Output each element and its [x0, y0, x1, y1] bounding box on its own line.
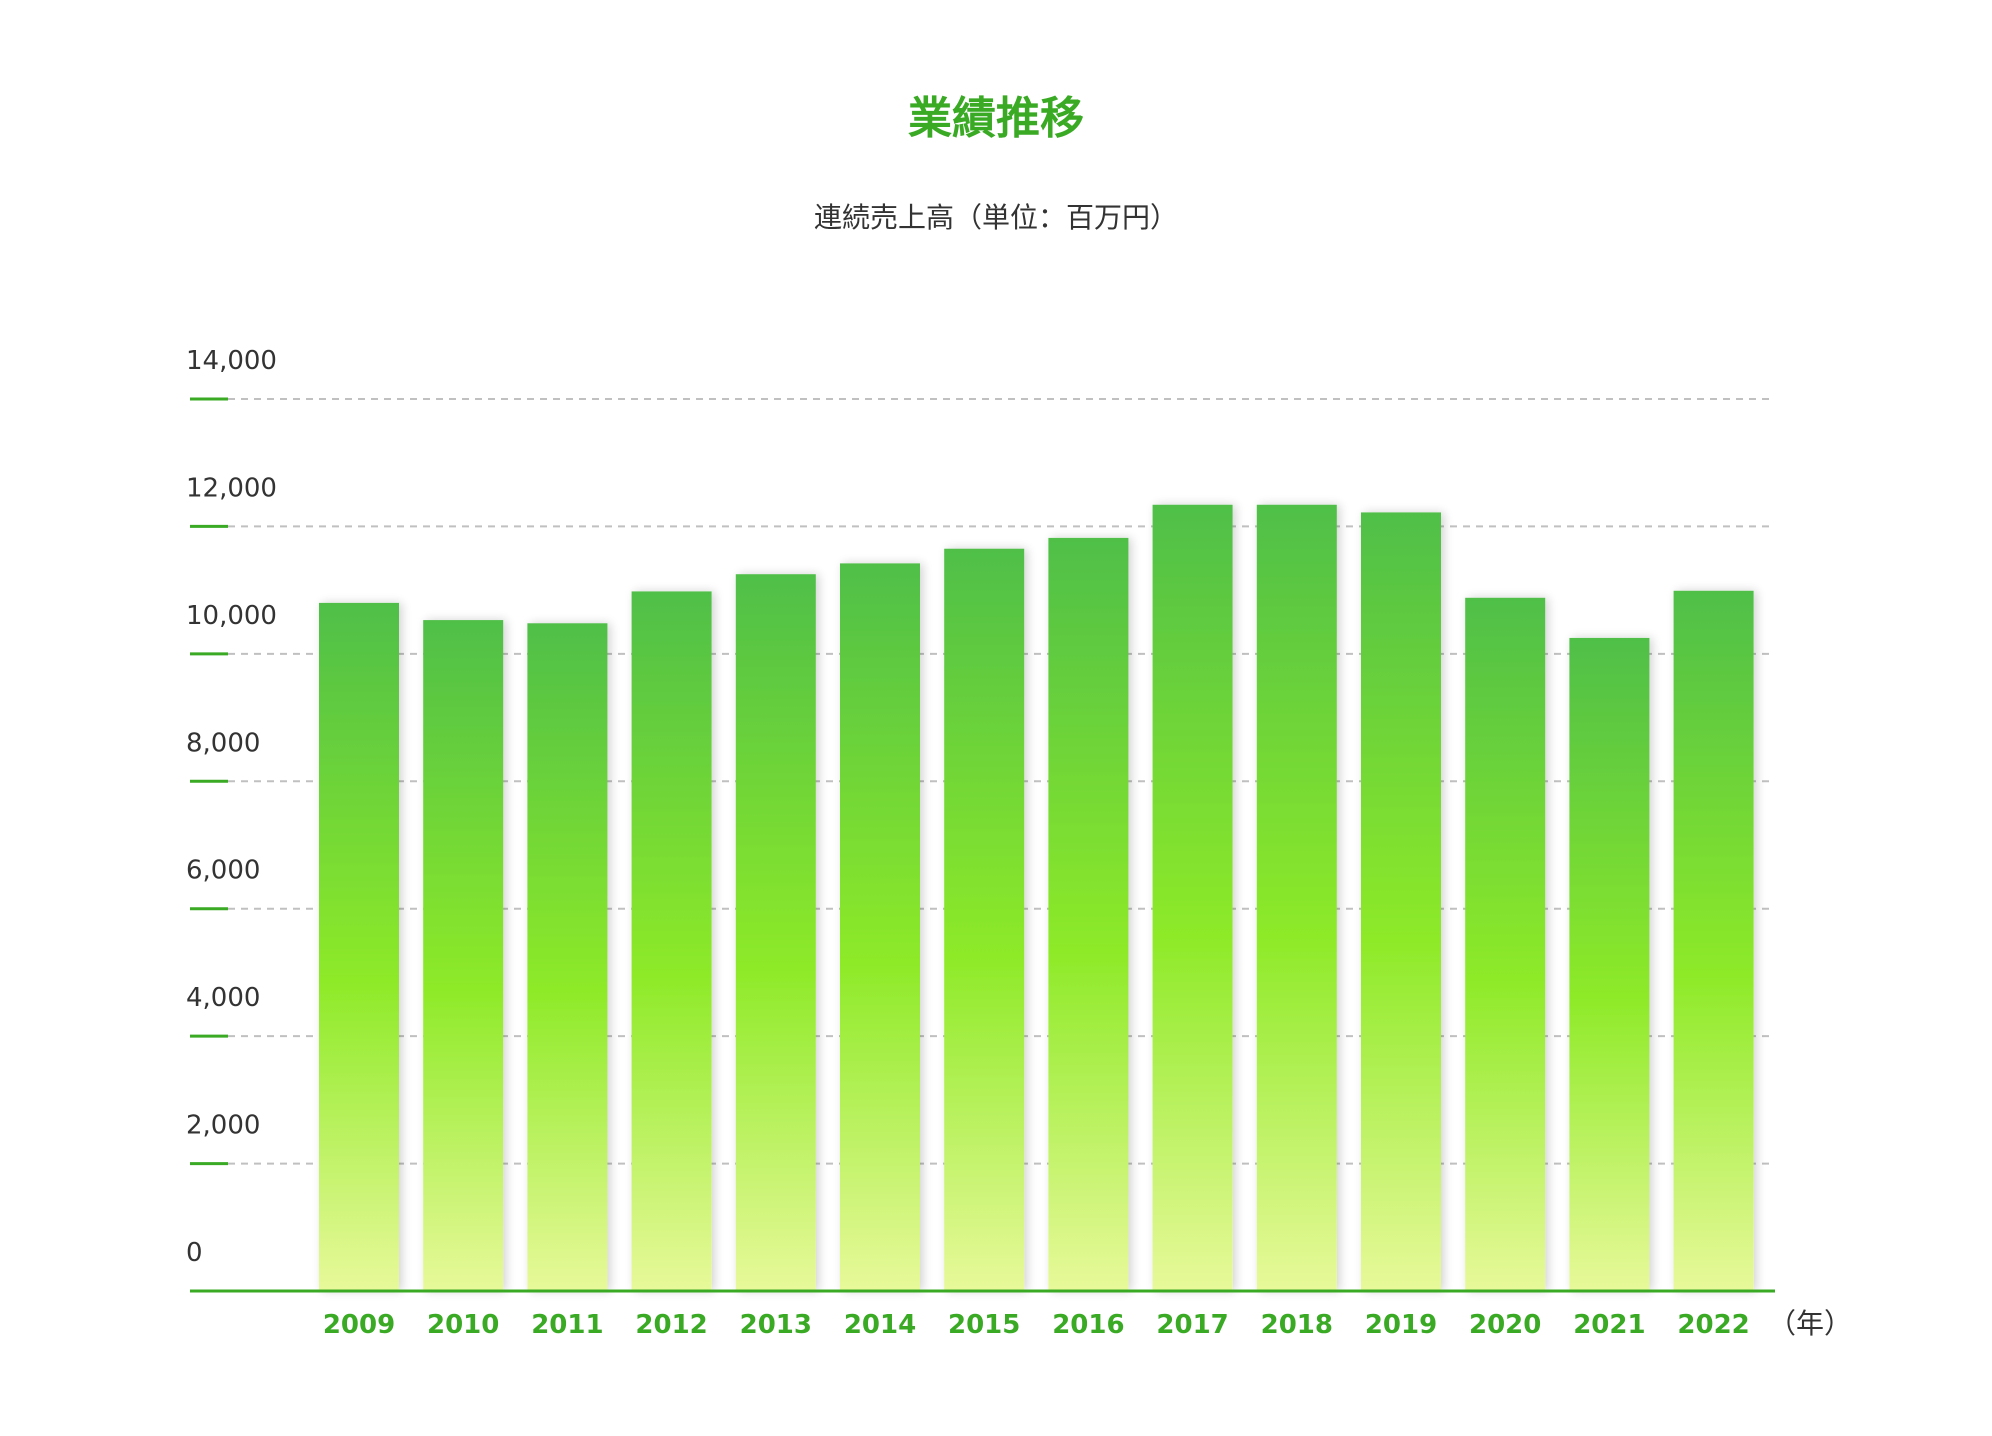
x-tick-label: 2010 [427, 1310, 499, 1340]
y-tick-label: 2,000 [186, 1111, 260, 1141]
y-tick-label: 8,000 [186, 728, 260, 758]
x-tick-label: 2022 [1677, 1310, 1749, 1340]
y-axis: 0 2,000 4,000 6,000 8,000 10,000 12,000 14,000 [186, 346, 277, 1268]
bar-2021 [1569, 637, 1650, 1291]
y-tick-label: 6,000 [186, 856, 260, 886]
chart-subtitle: 連続売上高（単位：百万円） [813, 201, 1178, 234]
x-tick-label: 2009 [323, 1310, 395, 1340]
x-tick-label: 2018 [1261, 1310, 1333, 1340]
x-tick-label: 2015 [948, 1310, 1020, 1340]
bar-2015 [944, 548, 1025, 1291]
y-tick-label: 0 [186, 1238, 203, 1268]
x-tick-label: 2016 [1052, 1310, 1124, 1340]
bar-2022 [1673, 590, 1754, 1291]
bars [319, 504, 1754, 1291]
x-tick-label: 2021 [1573, 1310, 1645, 1340]
x-tick-label: 2013 [740, 1310, 812, 1340]
x-axis-unit: （年） [1768, 1307, 1852, 1340]
bar-2012 [631, 591, 712, 1291]
bar-2014 [840, 563, 920, 1291]
y-tick-label: 12,000 [186, 473, 277, 503]
x-tick-label: 2012 [635, 1310, 707, 1340]
bar-2017 [1152, 504, 1233, 1291]
bar-2018 [1256, 504, 1337, 1291]
bar-2011 [527, 623, 608, 1291]
bar-2010 [423, 620, 504, 1291]
bar-2016 [1048, 537, 1129, 1291]
bar-2013 [735, 574, 816, 1291]
chart-title: 業績推移 [908, 93, 1084, 144]
bar-2019 [1361, 512, 1441, 1291]
x-tick-label: 2017 [1156, 1310, 1228, 1340]
y-tick-label: 4,000 [186, 983, 260, 1013]
x-tick-label: 2020 [1469, 1310, 1541, 1340]
bar-2009 [319, 602, 399, 1291]
x-axis: 2009 2010 2011 2012 2013 2014 2015 2016 2017 2018… [323, 1310, 1750, 1340]
x-tick-label: 2019 [1365, 1310, 1437, 1340]
y-tick-label: 14,000 [186, 346, 277, 376]
x-tick-label: 2014 [844, 1310, 916, 1340]
y-tick-label: 10,000 [186, 601, 277, 631]
bar-2020 [1465, 597, 1546, 1291]
x-tick-label: 2011 [531, 1310, 603, 1340]
